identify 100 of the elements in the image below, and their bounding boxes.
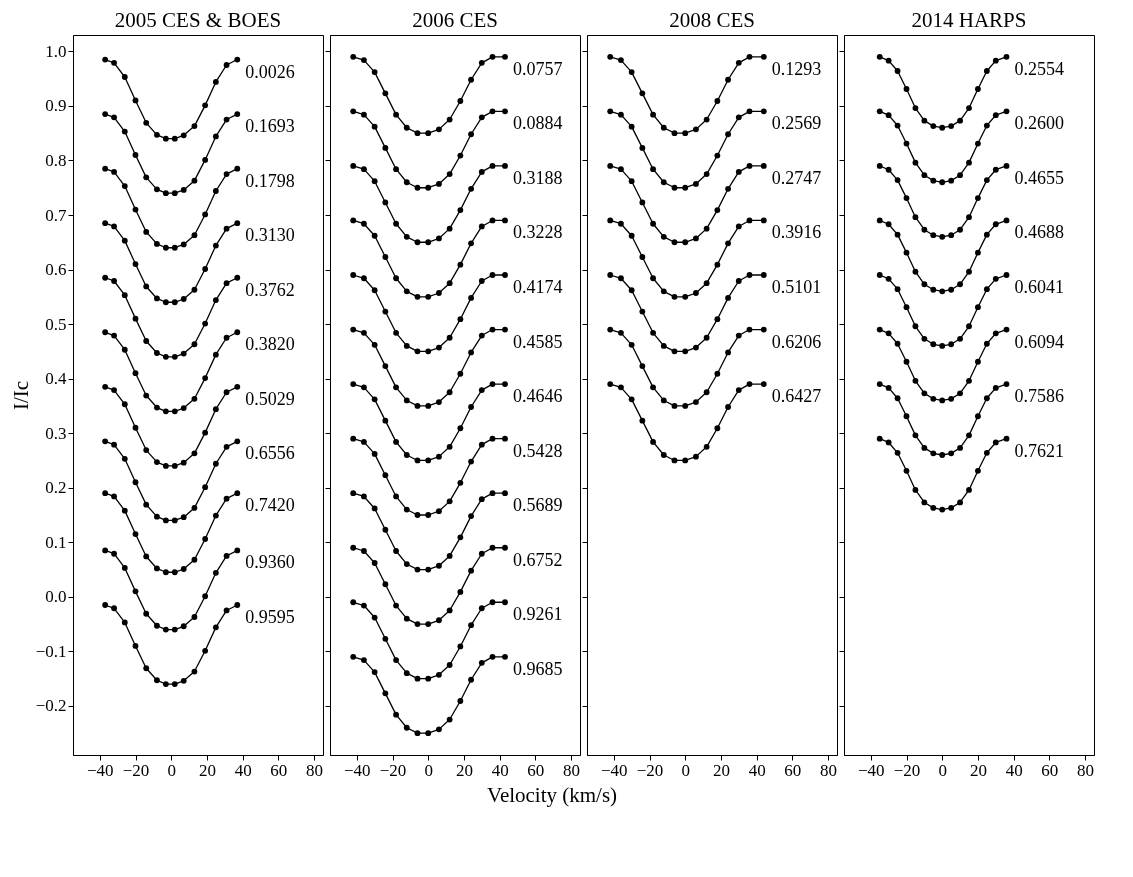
point	[111, 493, 117, 500]
point	[234, 602, 241, 608]
point	[234, 165, 241, 172]
point	[903, 467, 910, 474]
point	[436, 453, 442, 460]
point	[912, 159, 919, 166]
point	[894, 449, 901, 456]
point	[966, 432, 972, 439]
point	[760, 272, 767, 278]
series-label: 0.5029	[245, 388, 295, 409]
y-tick-label: 0.0	[45, 587, 67, 607]
point	[212, 79, 219, 85]
point	[876, 108, 883, 115]
series-label: 0.4655	[1014, 167, 1064, 188]
point	[350, 163, 357, 169]
point	[436, 617, 442, 624]
point	[171, 517, 178, 524]
point	[618, 329, 624, 336]
point	[489, 163, 496, 169]
point	[930, 123, 937, 129]
point	[382, 472, 389, 479]
point	[457, 316, 464, 323]
point	[760, 163, 767, 169]
point	[414, 184, 421, 191]
point	[489, 435, 496, 442]
x-tick-label: −20	[636, 760, 664, 780]
point	[468, 295, 474, 301]
series-label: 0.3820	[245, 334, 295, 355]
point	[714, 370, 721, 377]
point	[746, 53, 753, 60]
point	[234, 383, 241, 390]
point	[154, 459, 160, 465]
point	[143, 229, 150, 235]
point	[457, 534, 464, 541]
point	[361, 602, 367, 609]
point	[382, 417, 389, 424]
point	[393, 329, 399, 336]
point	[760, 53, 767, 60]
point	[132, 588, 139, 595]
point	[162, 135, 169, 142]
point	[223, 553, 230, 559]
point	[912, 487, 919, 493]
point	[478, 387, 485, 393]
point	[628, 178, 635, 185]
point	[457, 698, 464, 704]
point	[171, 135, 178, 142]
point	[234, 547, 241, 554]
point	[162, 626, 169, 633]
point	[468, 349, 474, 356]
series-label: 0.3916	[771, 222, 822, 243]
point	[921, 281, 928, 288]
x-tick-label: 20	[712, 760, 730, 780]
point	[393, 166, 399, 173]
point	[992, 330, 999, 337]
point	[876, 326, 883, 333]
point	[502, 53, 508, 60]
point	[102, 383, 109, 390]
point	[992, 112, 999, 119]
point	[111, 550, 117, 557]
point	[714, 316, 721, 323]
point	[382, 635, 389, 642]
point	[154, 677, 160, 684]
point	[930, 177, 937, 184]
point	[468, 513, 474, 519]
point	[191, 668, 198, 675]
point	[607, 381, 614, 387]
point	[903, 195, 910, 201]
point	[885, 439, 892, 446]
point	[403, 233, 410, 240]
point	[930, 341, 937, 348]
point	[154, 513, 160, 520]
point	[425, 730, 432, 737]
point	[234, 274, 241, 281]
series-label: 0.9685	[513, 658, 563, 679]
chart-title: 2014 HARPS	[911, 8, 1027, 32]
point	[478, 332, 485, 339]
point	[180, 405, 187, 411]
point	[948, 395, 955, 402]
point	[966, 323, 972, 330]
point	[478, 223, 485, 230]
point	[703, 334, 710, 341]
point	[361, 220, 367, 227]
point	[143, 447, 150, 453]
point	[350, 108, 357, 115]
point	[921, 335, 928, 342]
series-label: 0.1798	[245, 170, 295, 191]
point	[425, 130, 432, 137]
point	[876, 163, 883, 169]
point	[425, 293, 432, 300]
point	[425, 239, 432, 246]
point	[714, 98, 721, 104]
point	[393, 275, 399, 282]
point	[436, 508, 442, 515]
point	[446, 498, 453, 505]
point	[983, 68, 990, 74]
point	[703, 171, 710, 177]
point	[132, 479, 139, 486]
point	[966, 159, 972, 166]
point	[948, 286, 955, 293]
point	[660, 233, 667, 240]
